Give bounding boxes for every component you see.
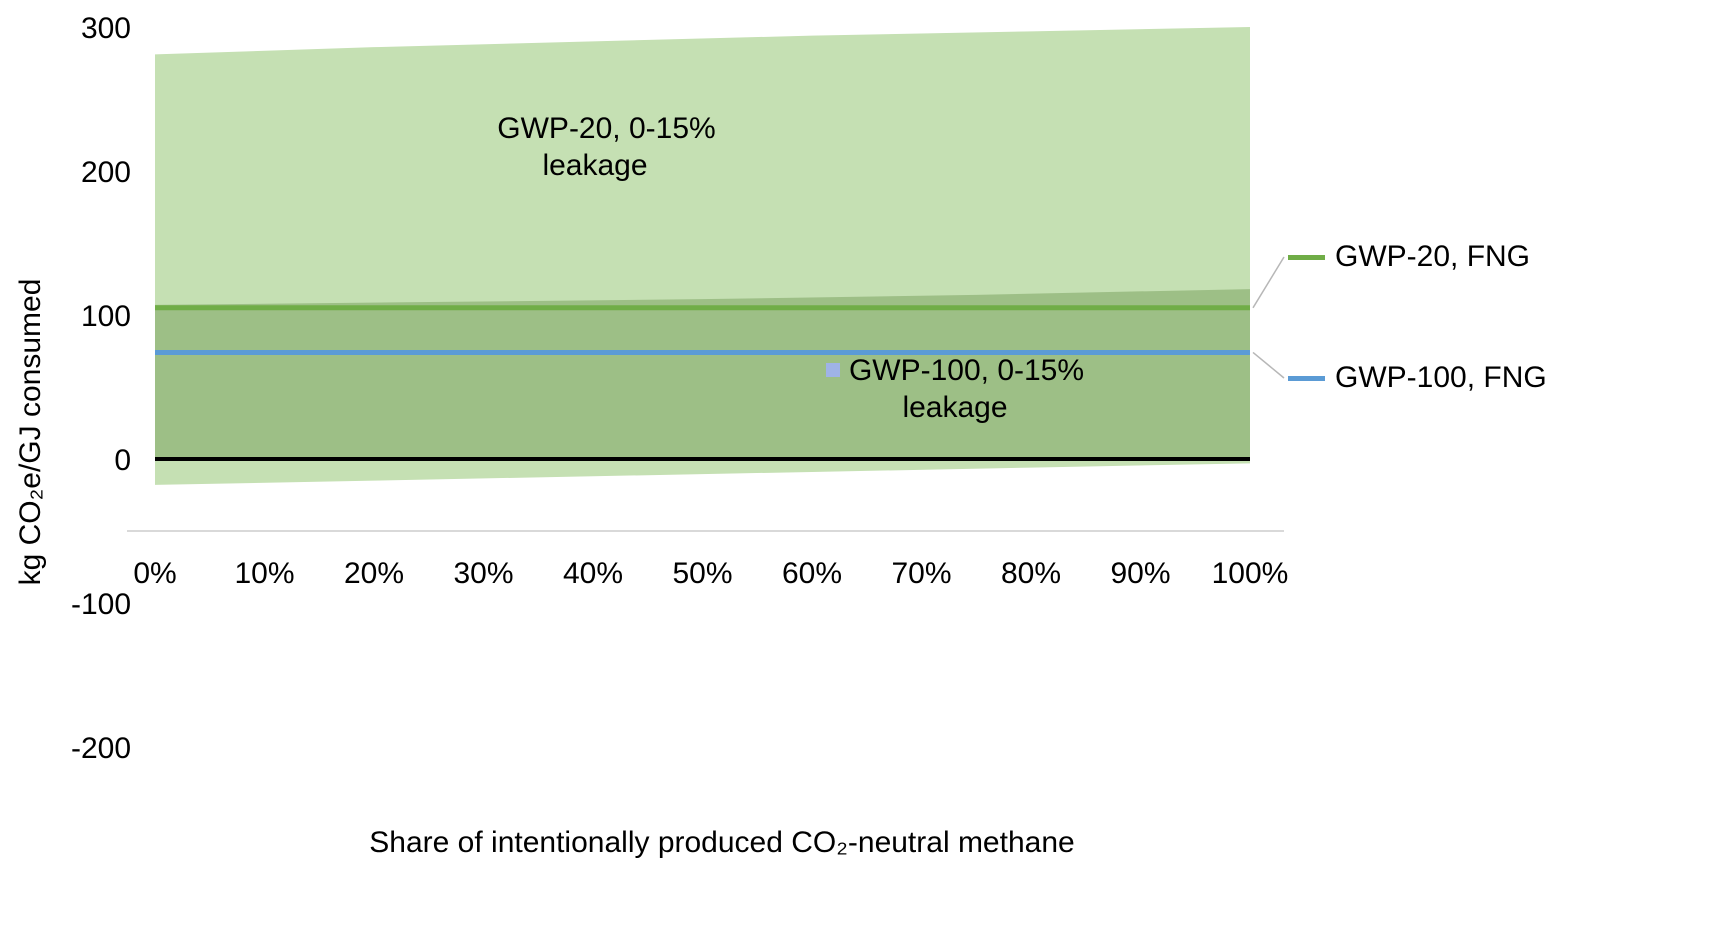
gwp100-line-marker-icon xyxy=(1288,375,1325,381)
gwp20-band-swatch-icon xyxy=(474,121,489,136)
x-tick-label: 60% xyxy=(782,557,842,590)
x-tick-label: 100% xyxy=(1212,557,1289,590)
y-axis-title: kg CO₂e/GJ consumed xyxy=(14,278,47,586)
x-axis-title: Share of intentionally produced CO₂-neut… xyxy=(369,826,1075,859)
band-gwp20 xyxy=(155,27,1250,485)
band-gwp100 xyxy=(155,289,1250,459)
x-tick-label: 50% xyxy=(672,557,732,590)
legend-label-gwp100-fng: GWP-100, FNG xyxy=(1335,361,1547,394)
y-tick-label: 0 xyxy=(114,444,131,477)
band-label-gwp20-text: GWP-20, 0-15% xyxy=(497,112,716,145)
x-tick-label: 80% xyxy=(1001,557,1061,590)
y-tick-label: 100 xyxy=(81,300,131,333)
y-tick-label: 200 xyxy=(81,156,131,189)
gwp20-line-marker-icon xyxy=(1288,254,1325,260)
band-label-gwp20-line2: leakage xyxy=(542,149,648,182)
band-label-gwp100-line2: leakage xyxy=(902,391,1008,424)
band-label-gwp100: GWP-100, 0-15% leakage xyxy=(780,352,1130,426)
legend-leader-line xyxy=(1252,256,1285,309)
x-tick-label: 90% xyxy=(1110,557,1170,590)
band-label-gwp100-text: GWP-100, 0-15% xyxy=(848,354,1085,387)
x-tick-label: 0% xyxy=(133,557,176,590)
band-label-gwp100-line1: GWP-100, 0-15% xyxy=(780,352,1130,389)
x-tick-label: 20% xyxy=(344,557,404,590)
x-tick-label: 10% xyxy=(234,557,294,590)
x-tick-label: 40% xyxy=(563,557,623,590)
band-label-gwp20: GWP-20, 0-15% leakage xyxy=(440,110,750,184)
band-label-gwp20-line1: GWP-20, 0-15% xyxy=(440,110,750,147)
y-tick-label: -100 xyxy=(71,588,131,621)
x-tick-label: 70% xyxy=(891,557,951,590)
legend-label-gwp20-fng: GWP-20, FNG xyxy=(1335,240,1531,273)
y-tick-label: 300 xyxy=(81,12,131,45)
x-tick-label: 30% xyxy=(453,557,513,590)
legend-item-gwp20-fng: GWP-20, FNG xyxy=(1288,239,1530,275)
legend-leader-line xyxy=(1252,351,1285,379)
legend-item-gwp100-fng: GWP-100, FNG xyxy=(1288,360,1547,396)
y-tick-label: -200 xyxy=(71,732,131,765)
gwp100-band-swatch-icon xyxy=(825,363,840,378)
